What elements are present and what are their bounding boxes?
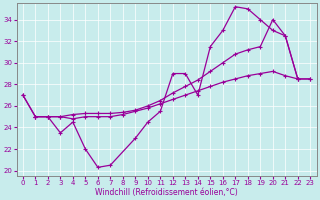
X-axis label: Windchill (Refroidissement éolien,°C): Windchill (Refroidissement éolien,°C): [95, 188, 238, 197]
